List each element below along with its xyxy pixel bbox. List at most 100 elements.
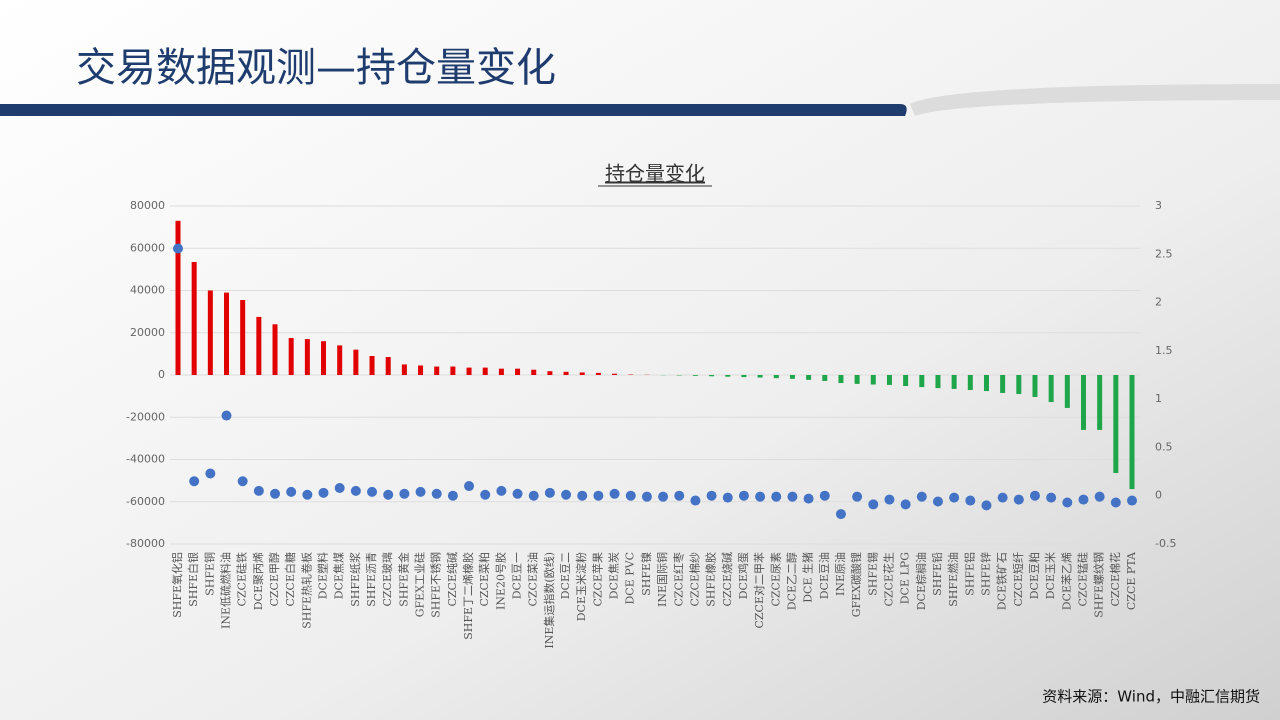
scatter-point <box>1127 495 1137 506</box>
scatter-point <box>916 491 927 502</box>
y2-tick-label: 2 <box>1155 296 1162 309</box>
scatter-point <box>900 499 911 510</box>
y2-tick-label: 0.5 <box>1155 440 1173 453</box>
x-tick-label: DCE焦煤 <box>333 552 346 599</box>
bar <box>240 300 246 375</box>
bar <box>886 375 892 385</box>
x-tick-label: DCE LPG <box>899 552 912 604</box>
scatter-point <box>884 494 895 505</box>
scatter-point <box>480 489 491 500</box>
x-tick-label: DCE豆二 <box>559 552 572 599</box>
x-tick-label: CZCE玻璃 <box>380 552 394 607</box>
x-tick-label: SHFE锌 <box>978 552 992 596</box>
scatter-point <box>803 493 814 504</box>
scatter-point <box>367 486 378 497</box>
bar <box>531 369 537 375</box>
x-tick-label: CZCE尿素 <box>769 552 782 607</box>
x-tick-label: CZCE棉纱 <box>687 552 701 607</box>
x-tick-label: DCE聚丙烯 <box>252 552 265 610</box>
bar <box>401 364 407 375</box>
scatter-point <box>221 410 232 421</box>
x-tick-label: DCE塑料 <box>316 552 330 599</box>
bar <box>903 375 909 386</box>
scatter-point <box>318 487 329 498</box>
x-tick-label: SHFE热轧卷板 <box>299 552 313 629</box>
x-tick-label: CZCE白糖 <box>283 552 297 607</box>
bar <box>579 372 585 375</box>
x-tick-label: SHFE螺纹钢 <box>1092 552 1106 618</box>
bar <box>272 324 278 375</box>
bar <box>1080 375 1086 430</box>
y-tick-label: -20000 <box>126 410 165 423</box>
bar <box>1113 375 1119 474</box>
scatter-point <box>1062 497 1073 508</box>
bar <box>935 375 941 389</box>
x-tick-label: DCE鸡蛋 <box>736 552 750 599</box>
x-tick-label: DCE焦炭 <box>608 552 621 599</box>
bar <box>789 375 795 379</box>
bar <box>450 366 456 375</box>
scatter-point <box>253 485 264 496</box>
x-tick-label: CZCE硅铁 <box>236 552 249 607</box>
bar <box>757 375 763 378</box>
y2-tick-label: -0.5 <box>1155 537 1176 550</box>
x-tick-label: SHFE白银 <box>186 552 200 607</box>
bar <box>838 375 844 384</box>
x-tick-label: CZCE短纤 <box>1011 552 1025 607</box>
scatter-point <box>350 485 361 496</box>
scatter-point <box>690 495 701 506</box>
scatter-point <box>641 491 652 502</box>
x-tick-label: DCE乙二醇 <box>784 552 798 610</box>
scatter-point <box>189 476 200 487</box>
bar <box>175 220 181 375</box>
scatter-point <box>399 488 410 499</box>
scatter-point <box>431 488 442 499</box>
bar <box>321 341 327 375</box>
x-tick-label: CZCE菜油 <box>526 552 540 607</box>
bar <box>288 338 294 375</box>
bar <box>951 375 957 389</box>
scatter-point <box>577 490 588 501</box>
bar <box>547 371 553 375</box>
bar <box>563 371 569 375</box>
scatter-point <box>965 495 976 506</box>
chart-title: 持仓量变化 <box>605 162 705 186</box>
x-tick-label: GFEX工业硅 <box>414 552 427 617</box>
x-tick-label: CZCE苹果 <box>590 552 604 607</box>
bar <box>919 375 925 388</box>
bar <box>741 375 747 378</box>
x-tick-label: CZCE锰硅 <box>1075 552 1089 607</box>
bar <box>854 375 860 384</box>
source-note: 资料来源：Wind，中融汇信期货 <box>1042 688 1260 706</box>
x-tick-label: INE20号胶 <box>493 552 507 610</box>
scatter-point <box>771 491 782 502</box>
bar <box>418 365 424 375</box>
scatter-point <box>949 492 960 503</box>
scatter-point <box>205 468 216 479</box>
scatter-point <box>1029 490 1040 501</box>
x-tick-label: SHFE铅 <box>930 552 944 596</box>
scatter-point <box>755 491 766 502</box>
x-tick-label: SHFE铝 <box>962 552 976 596</box>
scatter-point <box>1110 497 1121 508</box>
bar <box>612 373 618 375</box>
bar <box>434 366 440 375</box>
scatter-point <box>237 476 248 487</box>
x-tick-label: SHFE不锈钢 <box>430 552 443 618</box>
scatter-point <box>334 482 345 493</box>
x-tick-label: DCE棕榈油 <box>914 552 928 610</box>
y-tick-label: -80000 <box>126 537 165 550</box>
scatter-point <box>302 489 313 500</box>
bar <box>224 292 230 375</box>
scatter-point <box>464 481 475 492</box>
scatter-point <box>447 490 458 501</box>
scatter-point <box>593 490 604 501</box>
header-band <box>0 104 907 116</box>
x-tick-label: DCE苯乙烯 <box>1059 552 1073 610</box>
y-tick-label: -60000 <box>126 495 165 508</box>
scatter-point <box>738 490 749 501</box>
scatter-point <box>819 490 830 501</box>
bar <box>466 367 472 375</box>
